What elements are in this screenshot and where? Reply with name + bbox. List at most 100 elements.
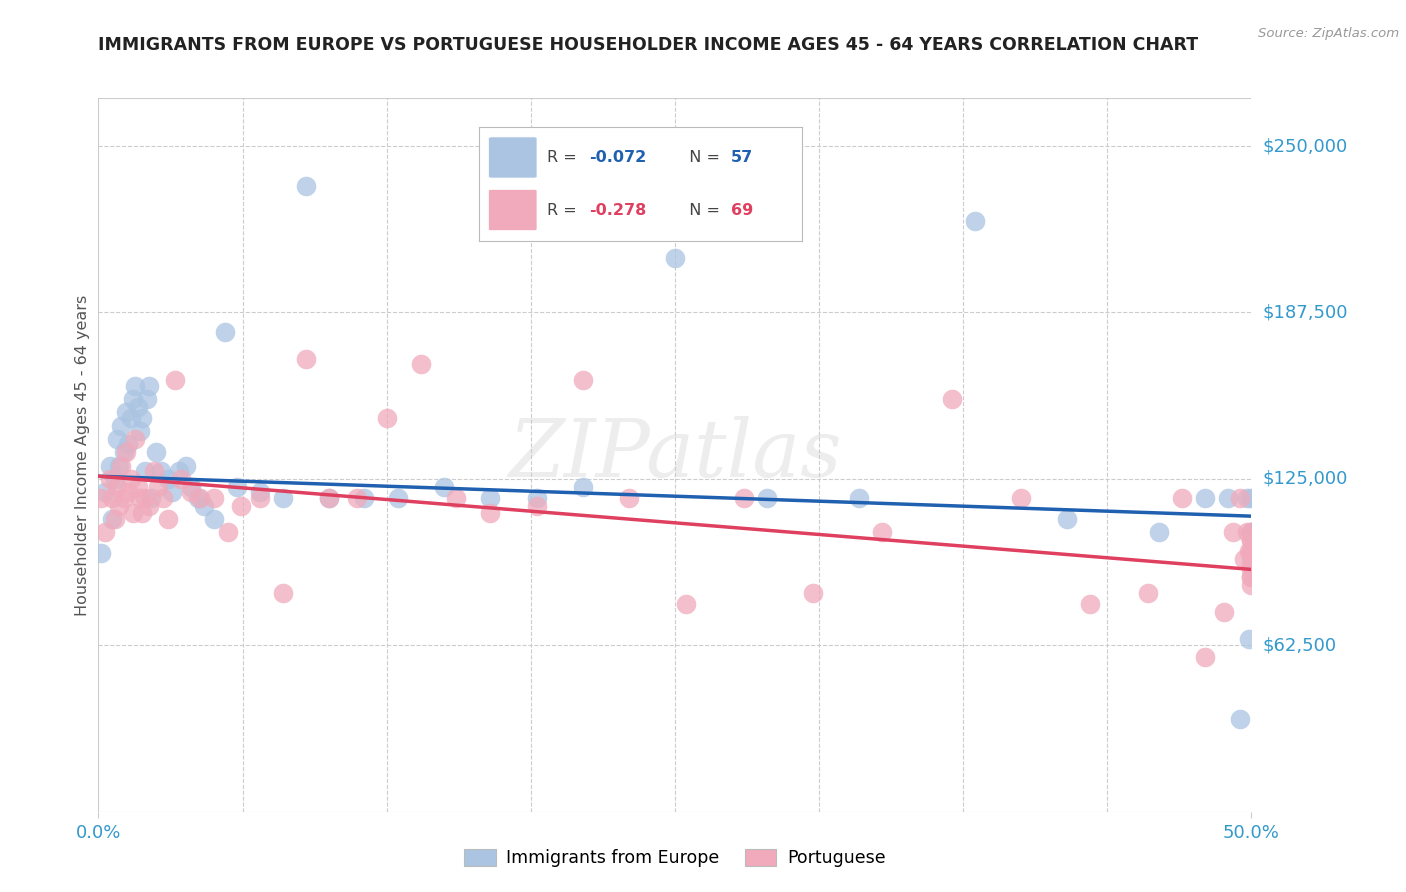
Point xyxy=(1218,491,1240,505)
Point xyxy=(346,491,368,505)
Point xyxy=(1237,543,1260,558)
Point xyxy=(1240,533,1263,548)
Point xyxy=(1147,525,1170,540)
Point xyxy=(733,491,755,505)
Text: N =: N = xyxy=(679,150,725,165)
Point xyxy=(174,458,197,473)
Point xyxy=(180,485,202,500)
Text: Source: ZipAtlas.com: Source: ZipAtlas.com xyxy=(1258,27,1399,40)
Point xyxy=(1236,491,1258,505)
Point xyxy=(120,472,142,486)
Point xyxy=(94,485,117,500)
Point xyxy=(1229,712,1251,726)
Point xyxy=(1240,525,1263,540)
Text: $250,000: $250,000 xyxy=(1263,137,1348,155)
Text: R =: R = xyxy=(547,202,582,218)
Point xyxy=(375,410,398,425)
Point xyxy=(112,445,135,459)
Point xyxy=(124,432,146,446)
Point xyxy=(108,499,131,513)
Point xyxy=(318,491,340,505)
Point xyxy=(353,491,375,505)
Text: R =: R = xyxy=(547,150,582,165)
Text: $62,500: $62,500 xyxy=(1263,636,1337,655)
FancyBboxPatch shape xyxy=(488,137,537,178)
Text: 57: 57 xyxy=(731,150,754,165)
Point xyxy=(129,491,152,505)
Point xyxy=(387,491,409,505)
Text: ZIPatlas: ZIPatlas xyxy=(508,417,842,493)
Point xyxy=(295,352,318,367)
Point xyxy=(225,480,247,494)
Point xyxy=(1056,512,1078,526)
Text: IMMIGRANTS FROM EUROPE VS PORTUGUESE HOUSEHOLDER INCOME AGES 45 - 64 YEARS CORRE: IMMIGRANTS FROM EUROPE VS PORTUGUESE HOU… xyxy=(98,36,1198,54)
Point xyxy=(145,445,167,459)
Point xyxy=(202,512,225,526)
Point xyxy=(872,525,894,540)
Point xyxy=(98,458,121,473)
Text: 69: 69 xyxy=(731,202,754,218)
Legend: Immigrants from Europe, Portuguese: Immigrants from Europe, Portuguese xyxy=(457,842,893,874)
Point xyxy=(188,491,211,505)
Point xyxy=(124,378,146,392)
Point xyxy=(801,586,824,600)
Point xyxy=(1237,632,1260,646)
Point xyxy=(217,525,239,540)
Point xyxy=(1233,551,1256,566)
Point xyxy=(1240,525,1263,540)
Point xyxy=(110,458,132,473)
Text: N =: N = xyxy=(679,202,725,218)
Point xyxy=(127,480,149,494)
FancyBboxPatch shape xyxy=(488,189,537,230)
Point xyxy=(131,507,153,521)
Point xyxy=(156,512,179,526)
Point xyxy=(963,213,986,227)
Point xyxy=(1240,562,1263,576)
Point xyxy=(479,507,502,521)
Text: $187,500: $187,500 xyxy=(1263,303,1348,321)
Point xyxy=(108,458,131,473)
Point xyxy=(1240,491,1263,505)
Point xyxy=(110,418,132,433)
Point xyxy=(526,491,548,505)
Point xyxy=(1240,543,1263,558)
Point xyxy=(1236,525,1258,540)
Point xyxy=(94,525,117,540)
Point xyxy=(117,437,139,451)
Point xyxy=(202,491,225,505)
Point xyxy=(271,491,294,505)
Point xyxy=(1240,525,1263,540)
Point xyxy=(115,405,138,419)
Point xyxy=(167,464,190,478)
Point xyxy=(1240,578,1263,592)
Point xyxy=(1010,491,1032,505)
Point xyxy=(134,491,156,505)
Text: -0.072: -0.072 xyxy=(589,150,645,165)
Point xyxy=(1078,597,1101,611)
Point xyxy=(433,480,456,494)
Point xyxy=(152,491,174,505)
Point xyxy=(941,392,963,406)
Point xyxy=(193,499,215,513)
Point xyxy=(231,499,253,513)
Point xyxy=(134,464,156,478)
Point xyxy=(163,373,186,387)
Point xyxy=(115,445,138,459)
Point xyxy=(1240,557,1263,571)
Point xyxy=(249,491,271,505)
Point xyxy=(1194,491,1216,505)
Point xyxy=(120,410,142,425)
Point xyxy=(664,251,686,265)
Point xyxy=(214,326,236,340)
Point xyxy=(1222,525,1244,540)
Point xyxy=(295,179,318,194)
Point xyxy=(1240,543,1263,558)
Point xyxy=(1240,570,1263,584)
Point xyxy=(138,499,160,513)
Point xyxy=(122,507,145,521)
Point xyxy=(90,546,112,560)
Point xyxy=(127,400,149,414)
Point xyxy=(131,410,153,425)
Point xyxy=(1229,491,1251,505)
Point xyxy=(170,472,193,486)
